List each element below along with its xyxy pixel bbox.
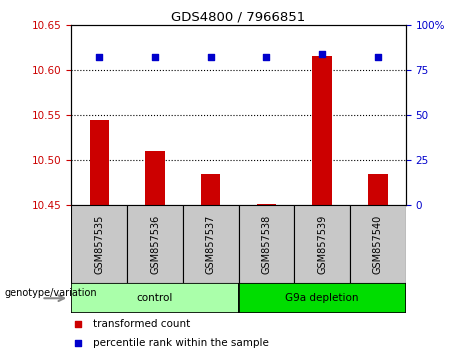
Point bbox=[319, 51, 326, 57]
Text: GSM857540: GSM857540 bbox=[373, 215, 383, 274]
Point bbox=[75, 341, 82, 346]
Bar bbox=[145, 151, 165, 205]
Point bbox=[151, 55, 159, 60]
Bar bbox=[238, 205, 294, 283]
Text: control: control bbox=[137, 293, 173, 303]
Text: G9a depletion: G9a depletion bbox=[285, 293, 359, 303]
Title: GDS4800 / 7966851: GDS4800 / 7966851 bbox=[171, 11, 306, 24]
Bar bbox=[89, 120, 109, 205]
Point bbox=[75, 321, 82, 327]
Bar bbox=[183, 205, 238, 283]
Bar bbox=[350, 205, 406, 283]
Bar bbox=[294, 205, 350, 283]
Point bbox=[263, 55, 270, 60]
Bar bbox=[71, 205, 127, 283]
Bar bbox=[313, 56, 332, 205]
Bar bbox=[127, 205, 183, 283]
Text: GSM857536: GSM857536 bbox=[150, 215, 160, 274]
Bar bbox=[71, 283, 239, 313]
Text: GSM857535: GSM857535 bbox=[95, 215, 104, 274]
Text: GSM857537: GSM857537 bbox=[206, 215, 216, 274]
Bar bbox=[368, 174, 388, 205]
Text: GSM857538: GSM857538 bbox=[261, 215, 272, 274]
Text: genotype/variation: genotype/variation bbox=[5, 287, 97, 298]
Point bbox=[207, 55, 214, 60]
Bar bbox=[238, 283, 406, 313]
Text: percentile rank within the sample: percentile rank within the sample bbox=[93, 338, 269, 348]
Bar bbox=[201, 174, 220, 205]
Text: GSM857539: GSM857539 bbox=[317, 215, 327, 274]
Point bbox=[374, 55, 382, 60]
Bar bbox=[257, 204, 276, 205]
Text: transformed count: transformed count bbox=[93, 319, 190, 329]
Point bbox=[95, 55, 103, 60]
